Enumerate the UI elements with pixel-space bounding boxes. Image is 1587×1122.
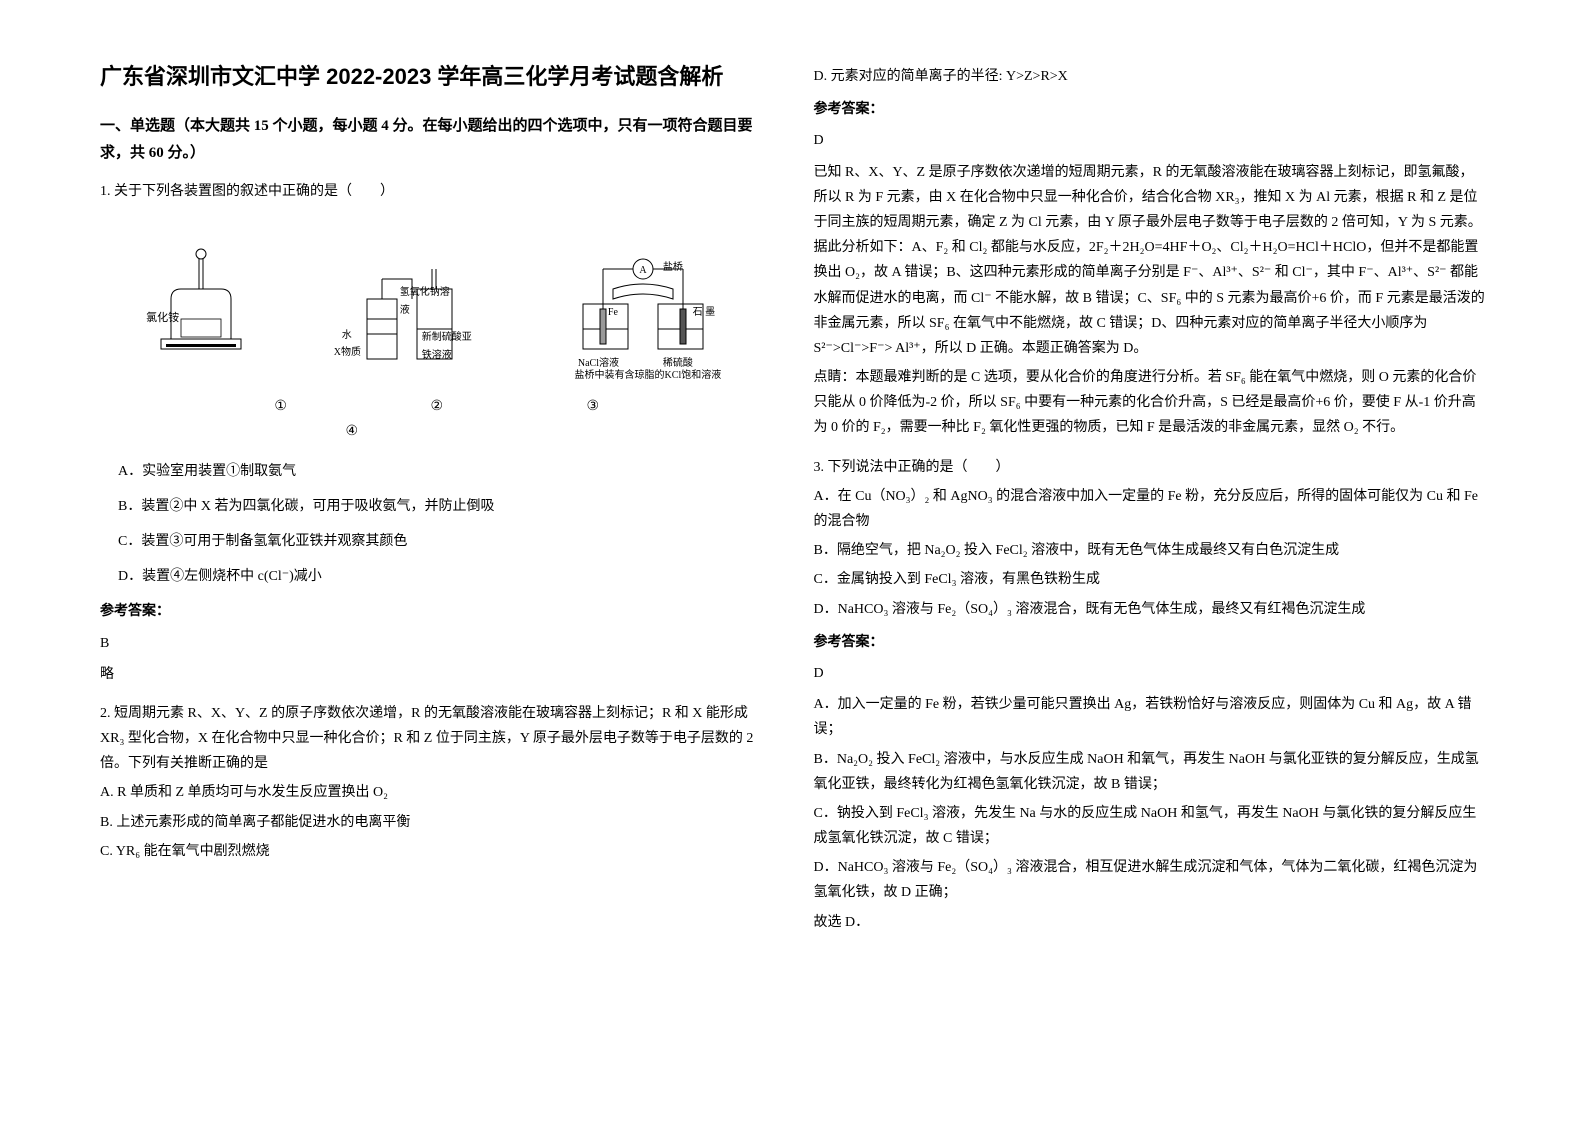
q1-exp: 略 bbox=[100, 662, 774, 687]
d2-water: 水 bbox=[342, 327, 352, 345]
q2-exp2: 点睛：本题最难判断的是 C 选项，要从化合价的角度进行分析。若 SF₆ 能在氧气… bbox=[814, 365, 1488, 441]
question-2-right: D. 元素对应的简单离子的半径: Y>Z>R>X 参考答案： D 已知 R、X、… bbox=[814, 64, 1488, 441]
d3-c: 石 墨 bbox=[689, 304, 719, 322]
diagram-1: 氯化铵 bbox=[151, 239, 251, 379]
q2-exp1: 已知 R、X、Y、Z 是原子序数依次递增的短周期元素，R 的无氧酸溶液能在玻璃容… bbox=[814, 160, 1488, 362]
q2-ans: D bbox=[814, 128, 1488, 153]
q2-optB: B. 上述元素形成的简单离子都能促进水的电离平衡 bbox=[100, 810, 774, 835]
diagram-numbers: ① ② ③ ④ bbox=[100, 394, 774, 444]
d1-label: 氯化铵 bbox=[113, 309, 213, 329]
q1-stem: 1. 关于下列各装置图的叙述中正确的是（ ） bbox=[100, 179, 774, 204]
svg-text:A: A bbox=[639, 265, 647, 276]
q1-optB: B．装置②中 X 若为四氯化碳，可用于吸收氨气，并防止倒吸 bbox=[100, 494, 774, 519]
d3-bridge: 盐桥 bbox=[663, 259, 683, 277]
q2-optC: C. YR₆ 能在氧气中剧烈燃烧 bbox=[100, 839, 774, 864]
q3-optA: A．在 Cu（NO₃）₂ 和 AgNO₃ 的混合溶液中加入一定量的 Fe 粉，充… bbox=[814, 484, 1488, 534]
q3-stem: 3. 下列说法中正确的是（ ） bbox=[814, 455, 1488, 480]
num1: ① bbox=[274, 399, 287, 414]
q3-optC: C．金属钠投入到 FeCl₃ 溶液，有黑色铁粉生成 bbox=[814, 567, 1488, 592]
q1-optC: C．装置③可用于制备氢氧化亚铁并观察其颜色 bbox=[100, 529, 774, 554]
q3-ans: D bbox=[814, 661, 1488, 686]
diagram-2: 氢氧化钠溶液 水 X物质 新制硫酸亚铁溶液 bbox=[352, 249, 462, 379]
d3-fe: Fe bbox=[608, 304, 618, 322]
q2-stem: 2. 短周期元素 R、X、Y、Z 的原子序数依次递增，R 的无氧酸溶液能在玻璃容… bbox=[100, 701, 774, 777]
question-3: 3. 下列说法中正确的是（ ） A．在 Cu（NO₃）₂ 和 AgNO₃ 的混合… bbox=[814, 455, 1488, 935]
d2-x: X物质 bbox=[334, 344, 361, 362]
q1-ans: B bbox=[100, 631, 774, 656]
q3-expA: A．加入一定量的 Fe 粉，若铁少量可能只置换出 Ag，若铁粉恰好与溶液反应，则… bbox=[814, 692, 1488, 742]
d2-label-top: 氢氧化钠溶液 bbox=[400, 284, 450, 320]
q3-expD: D．NaHCO₃ 溶液与 Fe₂（SO₄）₃ 溶液混合，相互促进水解生成沉淀和气… bbox=[814, 855, 1488, 905]
left-column: 广东省深圳市文汇中学 2022-2023 学年高三化学月考试题含解析 一、单选题… bbox=[80, 60, 794, 1062]
q2-optA: A. R 单质和 Z 单质均可与水发生反应置换出 O₂ bbox=[100, 780, 774, 805]
q3-optB: B．隔绝空气，把 Na₂O₂ 投入 FeCl₂ 溶液中，既有无色气体生成最终又有… bbox=[814, 538, 1488, 563]
section-heading: 一、单选题（本大题共 15 个小题，每小题 4 分。在每小题给出的四个选项中，只… bbox=[100, 113, 774, 167]
diagram-3: A 盐桥 Fe 石 墨 NaCl溶液 bbox=[563, 249, 723, 379]
q3-expEnd: 故选 D． bbox=[814, 910, 1488, 935]
d3-bottom: 盐桥中装有含琼脂的KCl饱和溶液 bbox=[563, 367, 733, 385]
diagram-area: 氯化铵 氢氧化钠溶液 水 X物质 bbox=[100, 219, 774, 379]
q3-ans-label: 参考答案： bbox=[814, 630, 1488, 655]
num2: ② bbox=[430, 399, 443, 414]
q2-ans-label: 参考答案： bbox=[814, 97, 1488, 122]
q1-ans-label: 参考答案： bbox=[100, 599, 774, 624]
q3-optD: D．NaHCO₃ 溶液与 Fe₂（SO₄）₃ 溶液混合，既有无色气体生成，最终又… bbox=[814, 597, 1488, 622]
right-column: D. 元素对应的简单离子的半径: Y>Z>R>X 参考答案： D 已知 R、X、… bbox=[794, 60, 1508, 1062]
q1-optA: A．实验室用装置①制取氨气 bbox=[100, 459, 774, 484]
num4: ④ bbox=[345, 424, 358, 439]
num3: ③ bbox=[587, 399, 600, 414]
q3-expC: C．钠投入到 FeCl₃ 溶液，先发生 Na 与水的反应生成 NaOH 和氢气，… bbox=[814, 801, 1488, 851]
page-title: 广东省深圳市文汇中学 2022-2023 学年高三化学月考试题含解析 bbox=[100, 60, 774, 93]
question-1: 1. 关于下列各装置图的叙述中正确的是（ ） 氯化铵 bbox=[100, 179, 774, 687]
d2-mid: 新制硫酸亚铁溶液 bbox=[422, 329, 472, 365]
q1-optD: D．装置④左侧烧杯中 c(Cl⁻)减小 bbox=[100, 564, 774, 589]
q3-expB: B．Na₂O₂ 投入 FeCl₂ 溶液中，与水反应生成 NaOH 和氧气，再发生… bbox=[814, 747, 1488, 797]
q2-optD: D. 元素对应的简单离子的半径: Y>Z>R>X bbox=[814, 64, 1488, 89]
question-2-left: 2. 短周期元素 R、X、Y、Z 的原子序数依次递增，R 的无氧酸溶液能在玻璃容… bbox=[100, 701, 774, 864]
